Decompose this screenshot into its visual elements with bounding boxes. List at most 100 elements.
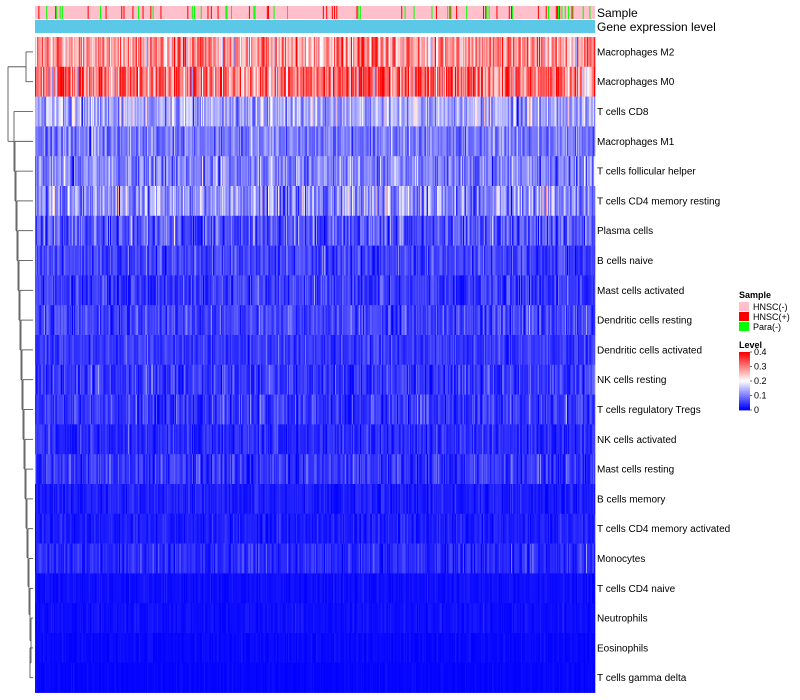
heatmap-cell — [477, 275, 479, 306]
heatmap-cell — [350, 37, 353, 68]
heatmap-cell — [507, 156, 510, 187]
heatmap-cell — [582, 275, 585, 306]
heatmap-cell — [284, 245, 287, 276]
heatmap-cell — [407, 186, 410, 217]
heatmap-cell — [136, 96, 139, 127]
heatmap-cell — [461, 275, 464, 306]
heatmap-cell — [414, 215, 417, 246]
heatmap-cell — [372, 215, 374, 246]
heatmap-cell — [415, 126, 418, 157]
heatmap-cell — [131, 126, 133, 157]
heatmap-cell — [99, 96, 102, 127]
heatmap-cell — [413, 37, 415, 68]
heatmap-cell — [373, 156, 375, 187]
heatmap-cell — [430, 275, 432, 306]
heatmap-cell — [66, 126, 68, 157]
heatmap-cell — [117, 245, 120, 276]
heatmap-cell — [421, 126, 423, 157]
heatmap-cell — [444, 66, 447, 97]
heatmap-cell — [480, 96, 483, 127]
heatmap-cell — [587, 66, 589, 97]
heatmap-cell — [164, 156, 167, 187]
heatmap-cell — [405, 96, 408, 127]
heatmap-cell — [392, 96, 394, 127]
heatmap-cell — [590, 245, 592, 276]
heatmap-cell — [191, 305, 194, 336]
heatmap-cell — [394, 215, 396, 246]
heatmap-cell — [429, 96, 431, 127]
heatmap-cell — [295, 305, 298, 336]
heatmap-cell — [310, 96, 312, 127]
heatmap-cell — [395, 66, 398, 97]
heatmap-cell — [274, 215, 277, 246]
heatmap-cell — [59, 37, 62, 68]
heatmap-cell — [211, 275, 214, 306]
heatmap-cell — [479, 37, 482, 68]
heatmap-cell — [166, 275, 168, 306]
heatmap-cell — [105, 186, 107, 217]
heatmap-cell — [569, 66, 571, 97]
heatmap-cell — [226, 126, 228, 157]
heatmap-cell — [43, 66, 46, 97]
heatmap-cell — [293, 126, 296, 157]
heatmap-cell — [229, 66, 232, 97]
heatmap-cell — [463, 186, 466, 217]
heatmap-cell — [35, 305, 37, 336]
heatmap-cell — [171, 37, 174, 68]
heatmap-cell — [446, 275, 448, 306]
heatmap-cell — [425, 96, 428, 127]
heatmap-cell — [298, 245, 300, 276]
heatmap-cell — [87, 215, 90, 246]
heatmap-cell — [45, 66, 47, 97]
heatmap-cell — [145, 66, 148, 97]
heatmap-cell — [129, 305, 131, 336]
heatmap-cell — [504, 275, 506, 306]
heatmap-cell — [284, 156, 287, 187]
heatmap-cell — [70, 156, 73, 187]
heatmap-cell — [351, 215, 354, 246]
heatmap-cell — [587, 215, 589, 246]
heatmap-cell — [428, 126, 430, 157]
heatmap-cell — [334, 186, 336, 217]
heatmap-cell — [470, 126, 473, 157]
heatmap-cell — [366, 275, 368, 306]
heatmap-cell — [162, 215, 165, 246]
heatmap-cell — [270, 245, 272, 276]
heatmap-cell — [569, 275, 571, 306]
heatmap-cell — [298, 37, 300, 68]
heatmap-cell — [127, 215, 130, 246]
heatmap-cell — [201, 186, 204, 217]
heatmap-cell — [453, 66, 456, 97]
heatmap-cell — [175, 275, 177, 306]
heatmap-cell — [519, 245, 522, 276]
heatmap-cell — [340, 245, 343, 276]
heatmap-cell — [139, 245, 141, 276]
heatmap-cell — [196, 245, 198, 276]
heatmap-cell — [291, 275, 293, 306]
heatmap-cell — [495, 37, 497, 68]
heatmap-cell — [515, 275, 517, 306]
heatmap-cell — [466, 66, 468, 97]
heatmap-cell — [285, 215, 288, 246]
heatmap-cell — [497, 66, 499, 97]
heatmap-cell — [88, 186, 91, 217]
heatmap-cell — [295, 156, 298, 187]
heatmap-cell — [315, 215, 317, 246]
heatmap-cell — [199, 66, 202, 97]
sample-mark-para-neg — [561, 6, 563, 19]
heatmap-cell — [368, 186, 371, 217]
heatmap-cell — [84, 66, 86, 97]
heatmap-cell — [299, 275, 301, 306]
heatmap-cell — [190, 186, 193, 217]
heatmap-cell — [559, 275, 561, 306]
heatmap-cell — [570, 156, 572, 187]
heatmap-cell — [490, 126, 493, 157]
heatmap-cell — [444, 275, 447, 306]
heatmap-cell — [461, 96, 464, 127]
heatmap-cell — [509, 66, 512, 97]
heatmap-cell — [124, 275, 127, 306]
heatmap-cell — [275, 186, 278, 217]
heatmap-cell — [332, 126, 335, 157]
heatmap-cell — [522, 245, 524, 276]
heatmap-cell — [543, 245, 545, 276]
